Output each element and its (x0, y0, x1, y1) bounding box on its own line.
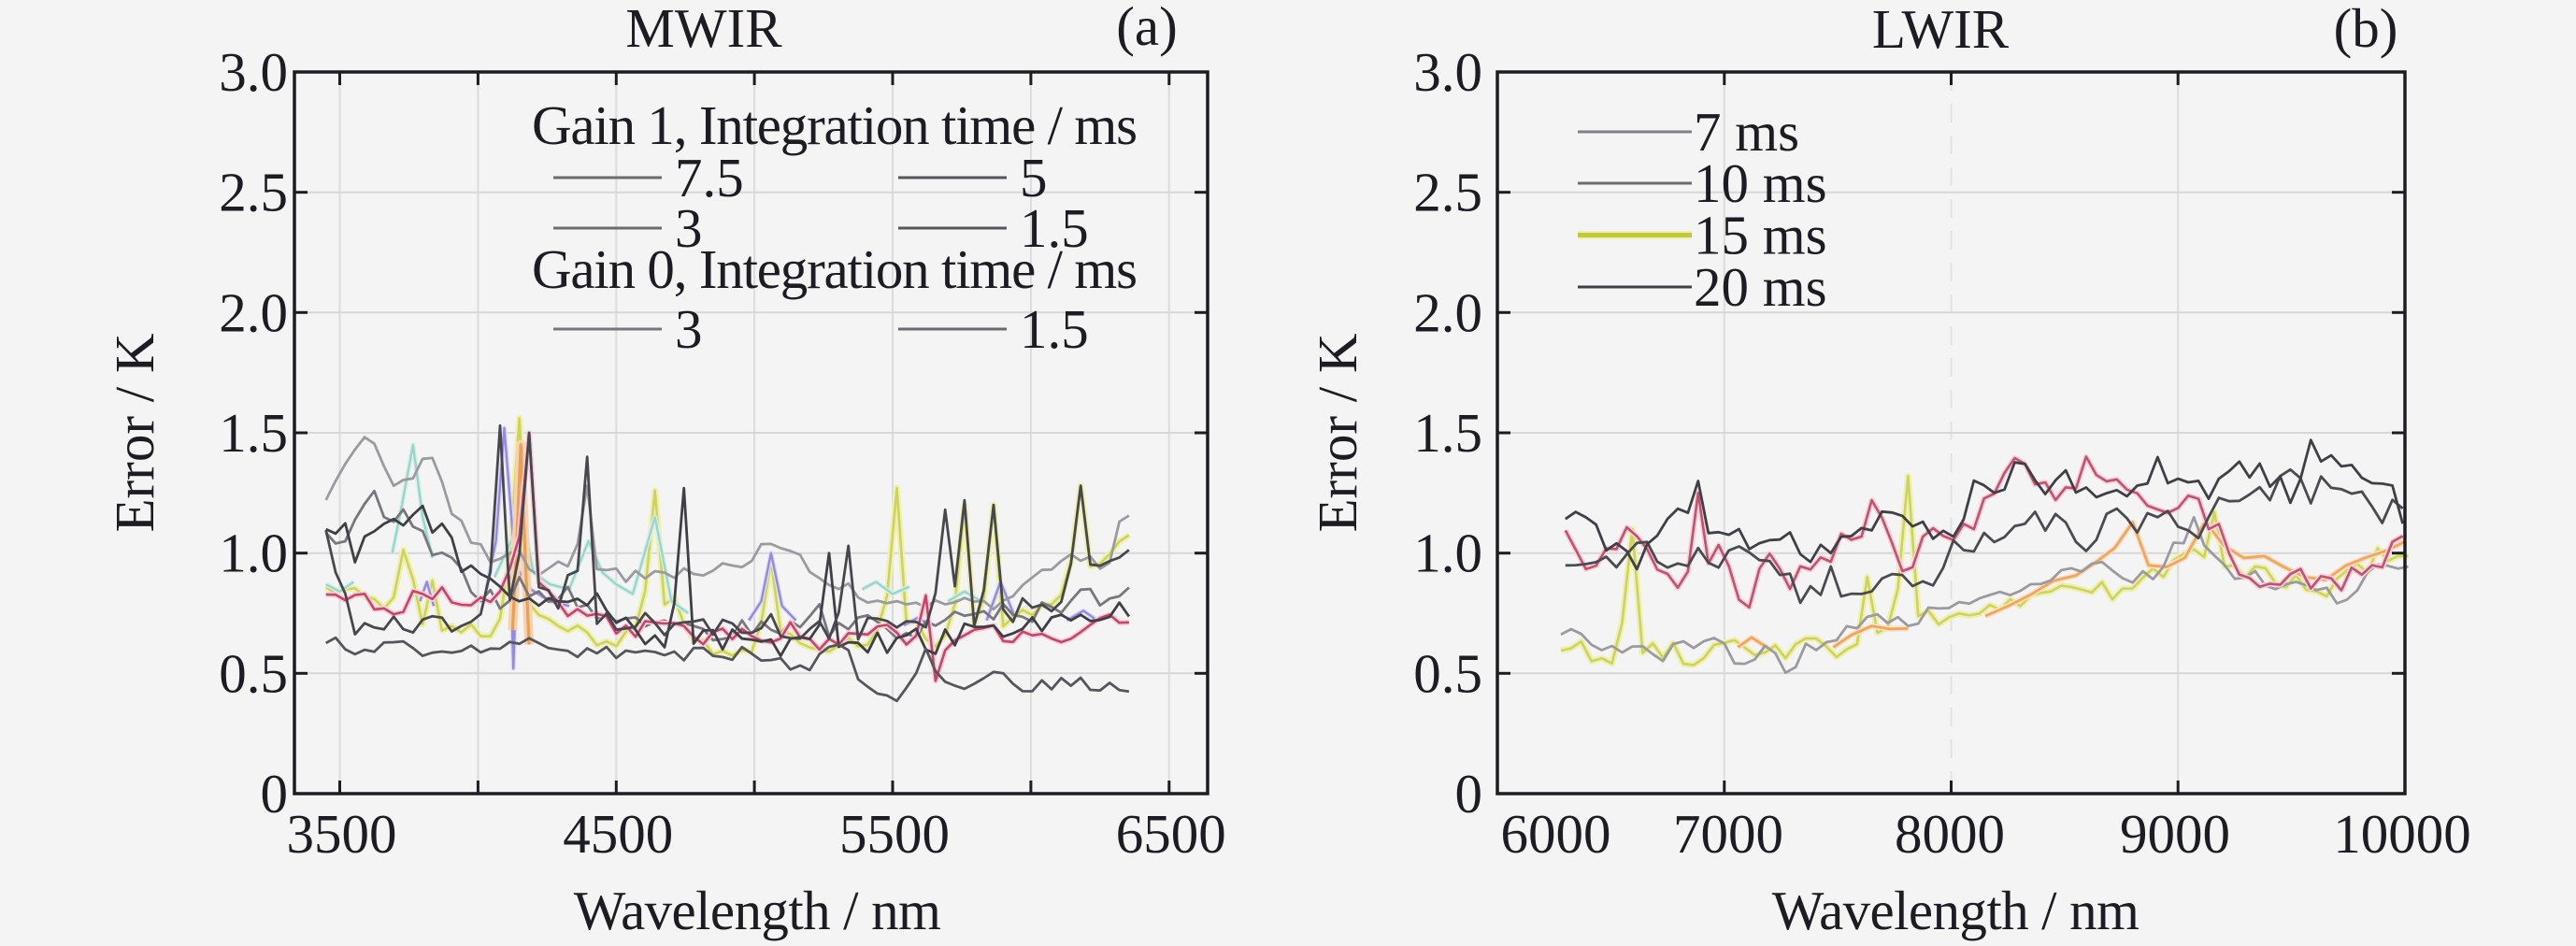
svg-text:10 ms: 10 ms (1694, 152, 1827, 214)
svg-text:2.5: 2.5 (1413, 162, 1482, 223)
svg-text:8000: 8000 (1895, 803, 2005, 865)
svg-text:3500: 3500 (287, 803, 397, 865)
svg-text:3.0: 3.0 (1413, 41, 1482, 103)
svg-text:3.0: 3.0 (219, 41, 288, 103)
svg-text:2.0: 2.0 (219, 281, 288, 343)
svg-text:0.5: 0.5 (1413, 642, 1482, 704)
svg-text:7000: 7000 (1673, 803, 1783, 865)
svg-text:0.5: 0.5 (219, 642, 288, 704)
svg-text:5: 5 (1020, 147, 1048, 208)
svg-text:3: 3 (675, 298, 703, 360)
svg-text:(a): (a) (1116, 0, 1177, 57)
svg-text:Error / K: Error / K (1307, 334, 1368, 533)
svg-text:6000: 6000 (1501, 803, 1611, 865)
svg-text:2.5: 2.5 (219, 162, 288, 223)
svg-text:0: 0 (261, 763, 289, 824)
svg-text:10000: 10000 (2333, 803, 2471, 865)
svg-text:Wavelength / nm: Wavelength / nm (574, 880, 941, 941)
svg-text:1.0: 1.0 (1413, 523, 1482, 584)
svg-text:Gain 1, Integration time / ms: Gain 1, Integration time / ms (532, 94, 1137, 156)
svg-text:1.5: 1.5 (1020, 197, 1089, 259)
svg-text:Gain 0, Integration time / ms: Gain 0, Integration time / ms (532, 238, 1137, 300)
svg-text:(b): (b) (2334, 0, 2398, 59)
svg-text:Wavelength / nm: Wavelength / nm (1772, 880, 2140, 941)
svg-text:5500: 5500 (839, 803, 950, 865)
svg-text:MWIR: MWIR (625, 0, 782, 59)
svg-text:2.0: 2.0 (1413, 281, 1482, 343)
svg-text:7 ms: 7 ms (1694, 101, 1799, 163)
svg-text:15 ms: 15 ms (1694, 205, 1827, 266)
svg-text:6500: 6500 (1116, 803, 1226, 865)
svg-text:0: 0 (1455, 763, 1483, 824)
svg-text:1.0: 1.0 (219, 523, 288, 584)
svg-text:1.5: 1.5 (1020, 298, 1089, 360)
svg-text:LWIR: LWIR (1872, 0, 2010, 60)
svg-text:1.5: 1.5 (1413, 402, 1482, 464)
svg-text:4500: 4500 (563, 803, 673, 865)
svg-text:20 ms: 20 ms (1694, 256, 1827, 318)
svg-text:Error / K: Error / K (104, 334, 165, 533)
svg-text:3: 3 (675, 197, 703, 259)
svg-text:9000: 9000 (2120, 803, 2230, 865)
svg-text:7.5: 7.5 (675, 147, 744, 208)
svg-text:1.5: 1.5 (219, 402, 288, 464)
